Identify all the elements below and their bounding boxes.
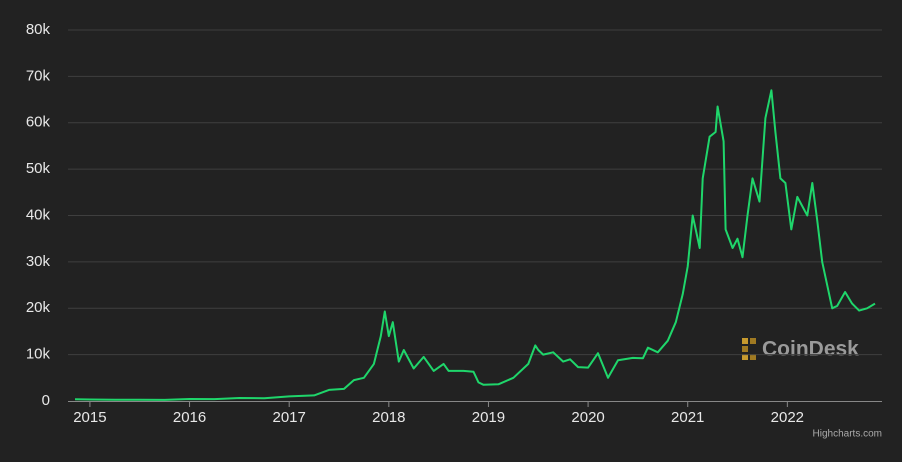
y-tick-label: 60k — [26, 114, 51, 131]
y-tick-label: 30k — [26, 253, 51, 270]
y-tick-label: 50k — [26, 160, 51, 177]
y-tick-label: 70k — [26, 67, 51, 84]
logo-square — [750, 338, 756, 344]
x-tick-label: 2017 — [272, 409, 305, 426]
price-line — [74, 89, 876, 401]
logo-square — [742, 354, 748, 360]
y-tick-label: 10k — [26, 346, 51, 363]
logo-square — [742, 346, 748, 352]
x-tick-label: 2015 — [73, 409, 106, 426]
y-tick-label: 0 — [42, 392, 50, 409]
logo-square — [750, 354, 756, 360]
y-tick-label: 40k — [26, 206, 51, 223]
watermark-text: CoinDesk — [762, 338, 859, 361]
x-tick-label: 2020 — [571, 409, 604, 426]
y-tick-label: 80k — [26, 21, 51, 38]
x-tick-label: 2021 — [671, 409, 704, 426]
x-tick-label: 2018 — [372, 409, 405, 426]
x-tick-label: 2022 — [771, 409, 804, 426]
credits: Highcharts.com — [813, 429, 882, 440]
y-tick-label: 20k — [26, 299, 51, 316]
watermark: CoinDesk — [742, 338, 859, 361]
logo-square — [742, 338, 748, 344]
x-tick-label: 2019 — [472, 409, 505, 426]
x-tick-label: 2016 — [173, 409, 206, 426]
